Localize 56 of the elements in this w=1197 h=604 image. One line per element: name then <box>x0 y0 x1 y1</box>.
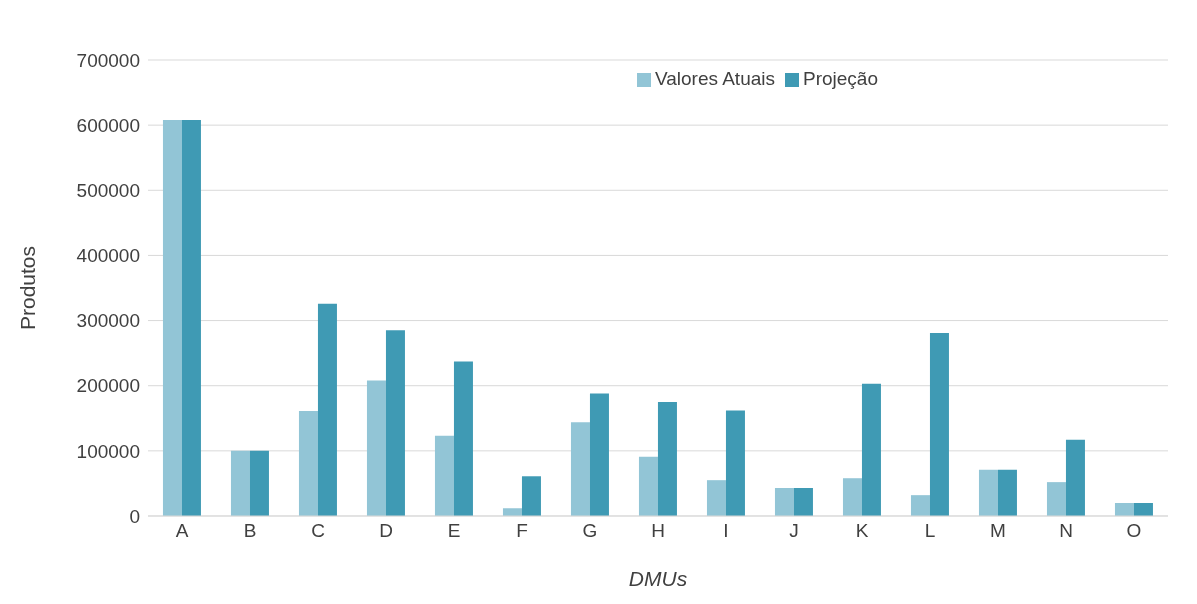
y-tick-label: 300000 <box>76 310 140 332</box>
bar <box>453 361 473 516</box>
bar <box>842 478 862 516</box>
legend-label: Valores Atuais <box>654 68 775 89</box>
bar <box>249 450 269 516</box>
y-tick-label: 100000 <box>76 440 140 462</box>
x-axis-title: DMUs <box>628 567 688 590</box>
x-tick-label: I <box>723 520 729 542</box>
bar <box>997 469 1017 516</box>
x-tick-label: A <box>175 520 189 542</box>
bar <box>385 330 405 516</box>
bar <box>589 393 609 516</box>
x-tick-label: K <box>855 520 869 542</box>
bar <box>861 383 881 516</box>
bar <box>181 119 201 516</box>
y-tick-label: 500000 <box>76 180 140 202</box>
x-tick-label: N <box>1059 520 1073 542</box>
y-tick-label: 700000 <box>76 49 140 71</box>
y-tick-label: 200000 <box>76 375 140 397</box>
bar <box>774 487 794 516</box>
bar <box>929 332 949 516</box>
bar <box>1046 482 1066 516</box>
bar <box>317 303 337 516</box>
x-tick-label: D <box>379 520 393 542</box>
x-tick-label: M <box>990 520 1006 542</box>
x-tick-label: E <box>447 520 461 542</box>
bar <box>1133 502 1153 516</box>
bar <box>910 495 930 516</box>
y-tick-label: 400000 <box>76 245 140 267</box>
bar <box>521 476 541 516</box>
x-tick-label: J <box>789 520 799 542</box>
y-tick-label: 600000 <box>76 114 140 136</box>
bar <box>706 480 726 516</box>
bar <box>638 456 658 516</box>
x-tick-label: L <box>924 520 936 542</box>
bar <box>793 487 813 516</box>
bar <box>434 435 454 516</box>
x-tick-label: O <box>1126 520 1142 542</box>
legend-label: Projeção <box>803 68 878 89</box>
bar <box>570 422 590 516</box>
bar <box>657 402 677 516</box>
bar <box>978 469 998 516</box>
y-axis-title: Produtos <box>16 245 40 331</box>
bar <box>298 411 318 516</box>
bar <box>1114 502 1134 516</box>
bar <box>366 380 386 516</box>
x-tick-label: C <box>311 520 325 542</box>
x-tick-label: H <box>651 520 665 542</box>
bar <box>162 119 182 516</box>
bar <box>725 410 745 516</box>
bar <box>230 450 250 516</box>
y-tick-label: 0 <box>129 505 140 527</box>
x-tick-label: F <box>516 520 528 542</box>
x-tick-label: B <box>243 520 257 542</box>
x-tick-label: G <box>582 520 598 542</box>
bar <box>1065 439 1085 516</box>
